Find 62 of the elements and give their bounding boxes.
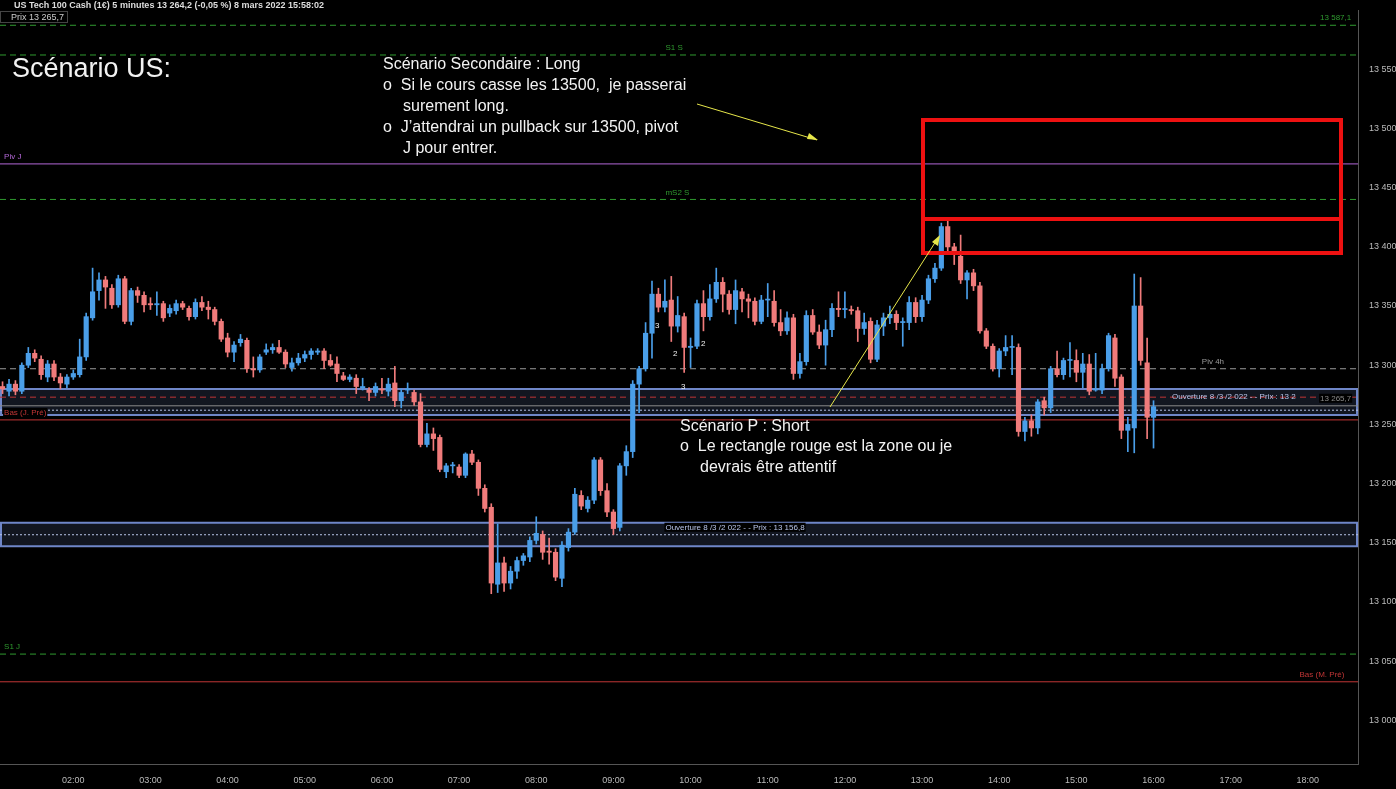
ref-line-label: Ouverture 8 /3 /2 022 - - Prix : 13 156,8: [665, 522, 806, 532]
annotation: o J’attendrai un pullback sur 13500, pivot J pour entrer.: [383, 118, 680, 156]
annotation: Ouverture 8 /3 /2 022 - - Prix : 13 2: [1172, 392, 1296, 401]
y-tick-label: 13 100: [1369, 596, 1396, 607]
x-tick-label: 16:00: [1142, 775, 1165, 786]
x-tick-label: 09:00: [602, 775, 625, 786]
chart-title: US Tech 100 Cash (1€) 5 minutes 13 264,2 (-0,05 %) 8 mars 2022 15:58:02: [14, 0, 324, 10]
x-tick-label: 07:00: [447, 775, 471, 786]
y-tick-label: 13 350: [1369, 300, 1396, 311]
annotation: o Si le cours casse les 13500, je passerai surement long.: [383, 76, 688, 114]
candlestick: [662, 279, 668, 313]
x-tick-label: 18:00: [1296, 775, 1320, 786]
candlestick: [154, 291, 160, 316]
candlestick: [964, 270, 970, 300]
y-tick-label: 13 200: [1369, 478, 1396, 489]
y-tick-label: 13 450: [1369, 182, 1396, 193]
annotation: 3: [681, 382, 686, 391]
ref-line-label: Piv J: [4, 152, 22, 162]
y-tick-label: 13 000: [1369, 714, 1396, 725]
annotation: Scénario P : Short: [680, 417, 810, 434]
x-tick-label: 15:00: [1065, 775, 1088, 786]
x-tick-label: 11:00: [756, 775, 779, 786]
ref-line-label: Piv 4h: [1201, 356, 1225, 366]
x-tick-label: 02:00: [62, 775, 85, 786]
ref-line-label: Bas (M. Pré): [1299, 670, 1345, 679]
ref-line-label: S1 S: [665, 43, 683, 53]
annotation: Scénario Secondaire : Long: [383, 55, 581, 72]
y-tick-label: 13 300: [1369, 359, 1396, 370]
y-tick-label: 13 500: [1369, 122, 1396, 133]
ref-line-label: mS2 S: [665, 187, 690, 197]
annotation: o Le rectangle rouge est la zone ou je devrais être attentif: [680, 437, 954, 475]
y-tick-label: 13 550: [1369, 63, 1396, 74]
x-tick-label: 08:00: [524, 775, 548, 786]
candlestick: [366, 387, 372, 402]
candlestick: [250, 356, 256, 378]
chart-subtitle: Prix 13 265,7: [0, 11, 69, 23]
x-tick-label: 13:00: [910, 775, 934, 786]
candlestick: [900, 317, 906, 347]
y-tick-label: 13 250: [1369, 418, 1396, 429]
candlestick: [1125, 416, 1131, 452]
x-tick-label: 17:00: [1219, 775, 1242, 786]
annotation: 3: [655, 321, 660, 330]
x-tick-label: 10:00: [679, 775, 702, 786]
x-tick-label: 14:00: [987, 775, 1011, 786]
x-tick-label: 06:00: [370, 775, 394, 786]
y-tick-label: 13 050: [1369, 655, 1396, 666]
candlestick: [1080, 353, 1086, 389]
ref-line-label: 13 265,7: [1320, 394, 1352, 404]
annotation: 2: [701, 339, 706, 348]
ref-line-label: S1 J: [4, 642, 21, 652]
x-tick-label: 05:00: [293, 775, 317, 786]
y-tick-label: 13 150: [1369, 537, 1396, 548]
ref-line-label: Bas (J. Pré): [4, 408, 47, 418]
x-tick-label: 03:00: [139, 775, 162, 786]
annotation: Scénario US:: [12, 53, 172, 83]
annotation: 2: [673, 349, 678, 358]
candlestick: [1009, 335, 1015, 375]
x-tick-label: 04:00: [216, 775, 239, 786]
candlestick: [842, 291, 848, 319]
ref-line-label: 13 587,1: [1320, 13, 1352, 23]
x-tick-label: 12:00: [833, 775, 857, 786]
y-tick-label: 13 400: [1369, 241, 1396, 252]
